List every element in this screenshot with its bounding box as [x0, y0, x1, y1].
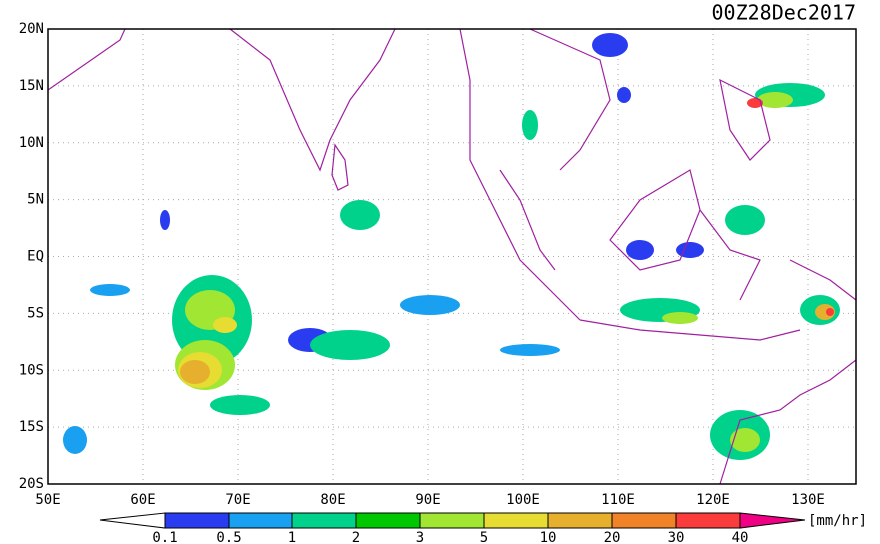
lat-label: 5S: [27, 305, 44, 321]
lat-label: EQ: [27, 249, 44, 265]
coastlines: [47, 28, 857, 485]
lon-label: 60E: [130, 492, 155, 508]
colorbar: [99, 512, 806, 529]
colorbar-label: 0.1: [152, 530, 177, 544]
colorbar-label: 30: [668, 530, 685, 544]
colorbar-label: 10: [540, 530, 557, 544]
colorbar-label: 1: [288, 530, 296, 544]
lon-label: 90E: [415, 492, 440, 508]
lat-label: 20S: [19, 476, 44, 492]
colorbar-label: 40: [732, 530, 749, 544]
lon-label: 130E: [791, 492, 825, 508]
map-title: 00Z28Dec2017: [712, 1, 857, 25]
precipitation-field: [63, 33, 840, 460]
lat-label: 10S: [19, 362, 44, 378]
colorbar-unit: [mm/hr]: [808, 513, 867, 529]
lat-label: 15S: [19, 419, 44, 435]
map-frame: [47, 28, 857, 485]
lon-label: 120E: [696, 492, 730, 508]
lon-label: 80E: [320, 492, 345, 508]
lat-label: 20N: [19, 21, 44, 37]
lon-label: 70E: [225, 492, 250, 508]
colorbar-label: 20: [604, 530, 621, 544]
lat-label: 15N: [19, 78, 44, 94]
lat-label: 5N: [27, 192, 44, 208]
lat-label: 10N: [19, 135, 44, 151]
colorbar-label: 0.5: [216, 530, 241, 544]
lon-label: 100E: [506, 492, 540, 508]
colorbar-label: 5: [480, 530, 488, 544]
lon-label: 50E: [35, 492, 60, 508]
lon-label: 110E: [601, 492, 635, 508]
colorbar-label: 3: [416, 530, 424, 544]
colorbar-label: 2: [352, 530, 360, 544]
